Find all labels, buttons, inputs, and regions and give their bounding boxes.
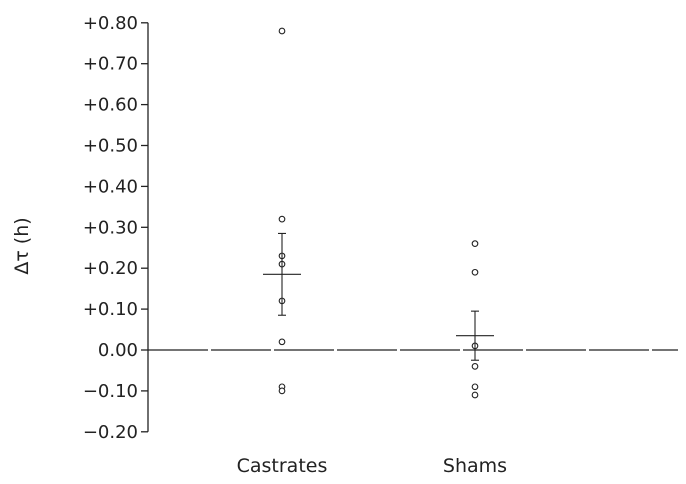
x-category-label: Shams: [443, 455, 507, 477]
y-tick-label: −0.20: [83, 422, 138, 443]
y-tick-label: +0.50: [83, 136, 138, 157]
y-tick-label: +0.60: [83, 95, 138, 116]
data-point: [471, 391, 479, 399]
data-point: [278, 387, 286, 395]
y-tick-label: −0.10: [83, 381, 138, 402]
x-category-label: Castrates: [237, 455, 328, 477]
x-category-labels: Castrates Shams: [237, 455, 507, 477]
y-tick-label: +0.80: [83, 13, 138, 34]
y-axis: +0.80 +0.70 +0.60 +0.50 +0.40 +0.30 +0.20 +0.10…: [83, 13, 149, 443]
mean-markers: [263, 232, 494, 361]
data-point: [471, 383, 479, 391]
y-tick-label: +0.30: [83, 217, 138, 238]
y-tick-label: +0.10: [83, 299, 138, 320]
y-tick-label: +0.20: [83, 258, 138, 279]
data-point: [471, 268, 479, 276]
y-tick-label: +0.40: [83, 176, 138, 197]
data-point: [471, 240, 479, 248]
data-point: [471, 363, 479, 370]
y-axis-title: Δτ (h): [11, 217, 33, 274]
y-tick-label: +0.70: [83, 54, 138, 75]
data-points: [278, 27, 479, 399]
y-tick-label: 0.00: [98, 340, 138, 361]
data-point: [278, 215, 286, 223]
data-point: [278, 338, 286, 346]
data-point: [278, 27, 286, 35]
